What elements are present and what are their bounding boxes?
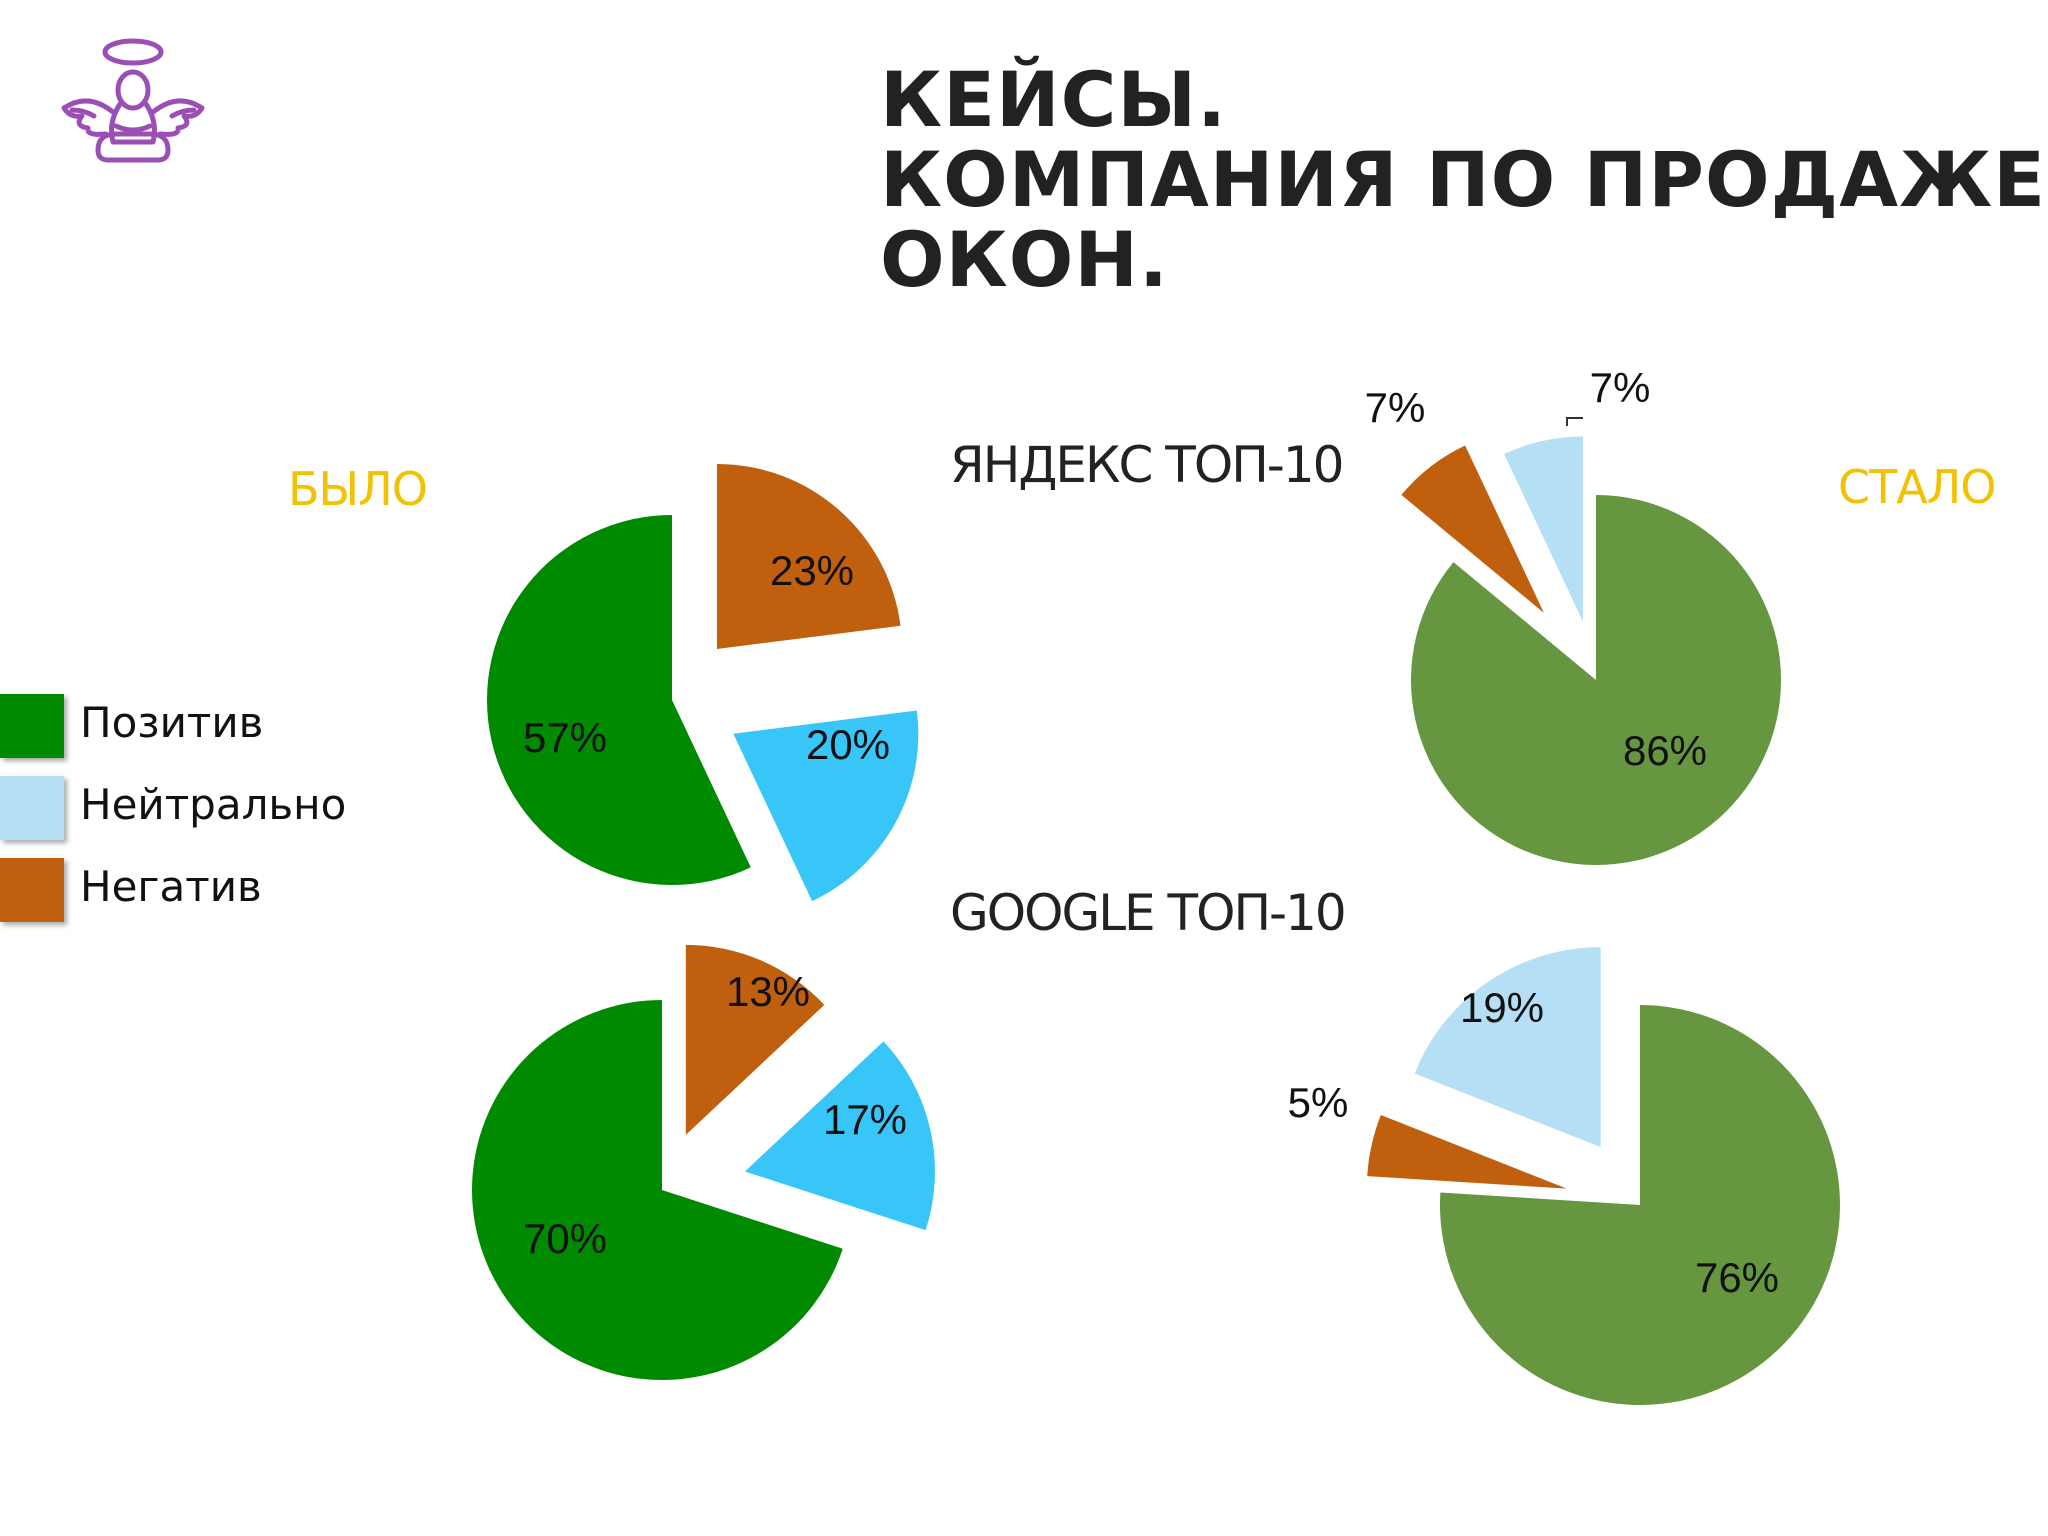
pie-2-label-negative: 13% [726, 968, 810, 1015]
pie-3-slice-positive [1440, 1005, 1840, 1405]
pie-0-label-positive: 57% [523, 714, 607, 761]
page-title-line-2: КОМПАНИЯ ПО ПРОДАЖЕ [880, 135, 2047, 224]
pie-0-label-negative: 23% [770, 547, 854, 594]
pie-0-label-neutral: 20% [806, 721, 890, 768]
pie-0-slice-positive [486, 515, 751, 885]
pie-0-slice-neutral [733, 710, 919, 902]
pie-1-leader-line [1566, 417, 1583, 426]
legend-label-negative: Негатив [80, 862, 262, 911]
pie-1-slice-positive [1411, 495, 1782, 865]
pie-2-slice-positive [472, 1000, 843, 1381]
page-title-line-1: КЕЙСЫ. [880, 55, 1228, 144]
pie-0-slice-negative [716, 463, 901, 649]
before-label: БЫЛО [288, 462, 428, 516]
pie-1-label-negative: 7% [1365, 384, 1426, 431]
legend-label-neutral: Нейтрально [80, 780, 347, 829]
pie-3-slice-neutral [1414, 947, 1601, 1148]
pie-1-label-positive: 86% [1623, 727, 1707, 774]
page-title-line-3: ОКОН. [880, 215, 1169, 304]
pie-1-slice-neutral [1504, 436, 1583, 622]
legend-label-positive: Позитив [80, 698, 264, 747]
pie-3-label-negative: 5% [1288, 1079, 1349, 1126]
yandex-chart-title: ЯНДЕКС ТОП-10 [950, 436, 1344, 494]
pie-1-slice-negative [1401, 445, 1544, 613]
pie-chart-0: 57% 20% 23% [486, 463, 919, 902]
legend-swatch-negative [0, 858, 64, 922]
pie-2-slice-negative [685, 944, 825, 1135]
google-chart-title: GOOGLE ТОП-10 [950, 884, 1347, 942]
after-label: СТАЛО [1838, 460, 1996, 514]
pie-chart-1: 86% 7% 7% [1365, 364, 1782, 865]
legend-swatch-neutral [0, 776, 64, 840]
page-title: КЕЙСЫ. КОМПАНИЯ ПО ПРОДАЖЕ ОКОН. [880, 55, 2047, 304]
angel-logo-icon [61, 38, 205, 163]
pie-2-label-positive: 70% [523, 1215, 607, 1262]
pie-chart-2: 70% 17% 13% [472, 944, 935, 1381]
pie-3-slice-negative [1367, 1115, 1567, 1189]
pie-2-slice-neutral [744, 1041, 935, 1231]
pie-chart-3: 76% 19% 5% [1288, 947, 1840, 1405]
pie-1-label-neutral: 7% [1590, 364, 1651, 411]
pie-3-label-neutral: 19% [1460, 984, 1544, 1031]
pie-2-label-neutral: 17% [823, 1096, 907, 1143]
legend-swatch-positive [0, 694, 64, 758]
pie-3-label-positive: 76% [1695, 1254, 1779, 1301]
